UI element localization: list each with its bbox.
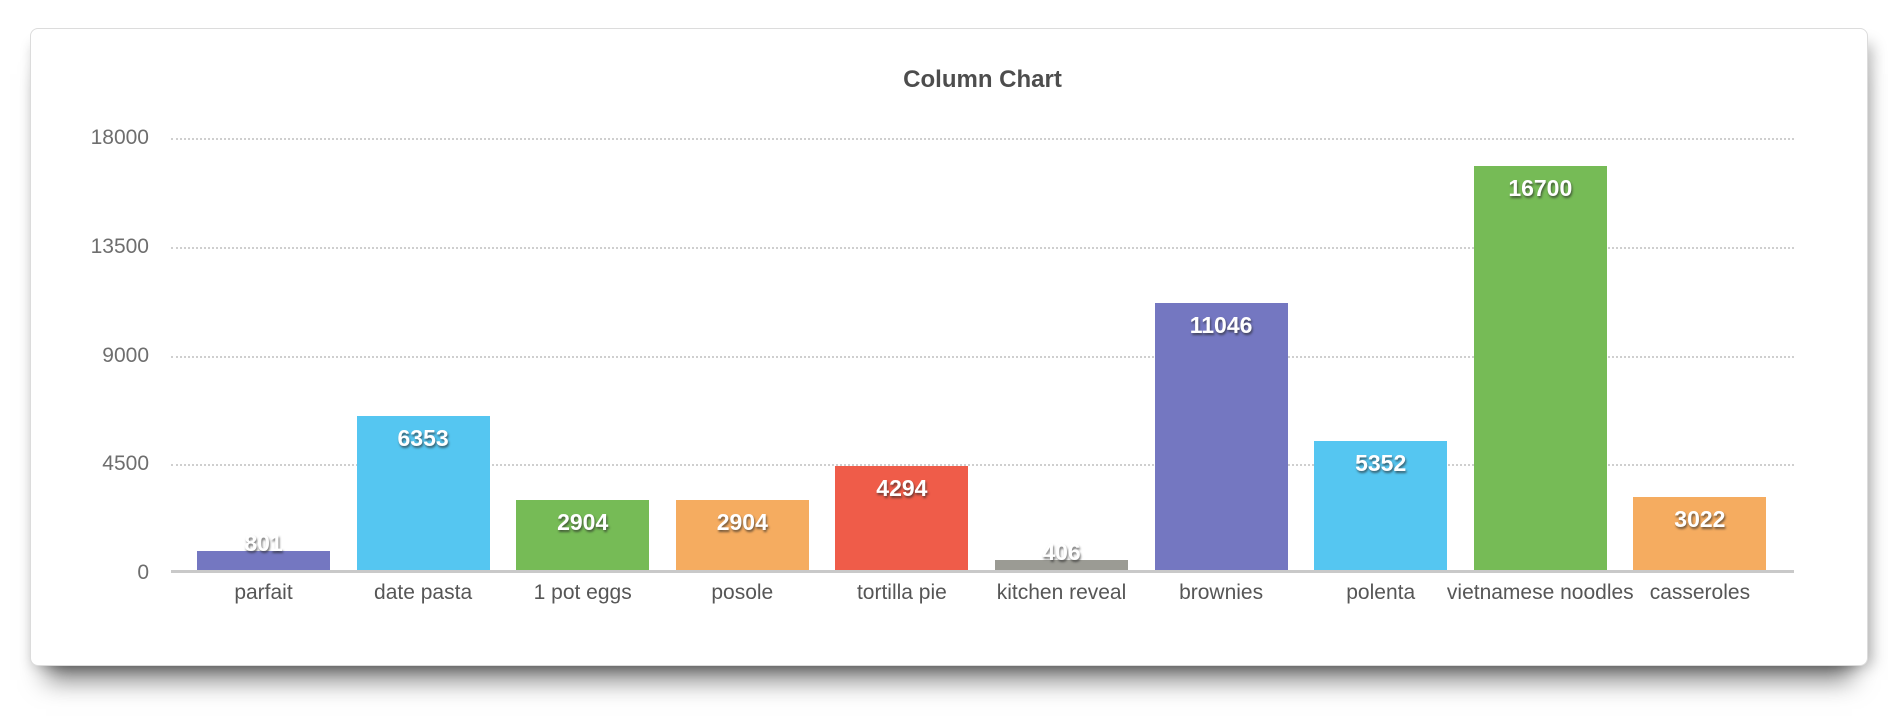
bar-parfait[interactable]: 801 [197, 530, 330, 570]
bar-value-label: 16700 [1508, 175, 1573, 202]
bar-value-label: 4294 [876, 475, 928, 502]
bar-tortilla-pie[interactable]: 4294 [835, 466, 969, 570]
bar-value-label: 801 [244, 529, 283, 556]
x-category-label: kitchen reveal [996, 581, 1127, 604]
y-tick-label: 0 [137, 561, 149, 584]
bar-polenta[interactable]: 5352 [1314, 440, 1448, 570]
bar-casseroles[interactable]: 3022 [1633, 496, 1767, 570]
bar-value-label: 3022 [1674, 505, 1726, 532]
bar-value-label: 2904 [716, 508, 768, 535]
gridline [171, 246, 1794, 249]
bar-posole[interactable]: 2904 [675, 499, 809, 570]
bar-kitchen-reveal[interactable]: 406 [995, 540, 1128, 570]
chart-title: Column Chart [903, 66, 1062, 93]
x-category-label: vietnamese noodles [1446, 581, 1634, 604]
chart-card: Column Chart 0 4500 9000 13500 18000 801 6353… [30, 28, 1868, 666]
x-category-label: posole [711, 581, 774, 604]
gridline [171, 138, 1794, 140]
bar-value-label: 406 [1042, 539, 1081, 566]
x-category-label: tortilla pie [856, 581, 947, 604]
y-tick-label: 9000 [102, 343, 149, 367]
bar-1-pot-eggs[interactable]: 2904 [516, 499, 650, 570]
y-tick-label: 4500 [102, 452, 149, 476]
bar-value-label: 11046 [1189, 312, 1253, 339]
bar-brownies[interactable]: 11046 [1154, 303, 1288, 570]
plot-area: 801 6353 2904 2904 4294 406 11046 5352 16700 3022 [171, 138, 1794, 573]
y-tick-label: 13500 [90, 234, 149, 258]
x-category-label: date pasta [374, 581, 473, 604]
gridline [171, 355, 1794, 358]
x-category-label: brownies [1179, 581, 1264, 604]
y-tick-label: 18000 [90, 126, 149, 149]
bar-vietnamese-noodles[interactable]: 16700 [1473, 166, 1607, 570]
x-category-label: 1 pot eggs [533, 581, 632, 604]
x-axis: parfait date pasta 1 pot eggs posole tortill… [171, 581, 1794, 611]
bar-value-label: 6353 [397, 425, 449, 452]
gridline [171, 464, 1794, 467]
bar-value-label: 5352 [1355, 449, 1407, 476]
x-category-label: polenta [1346, 581, 1416, 604]
bar-value-label: 2904 [557, 508, 609, 535]
x-category-label: casseroles [1649, 581, 1751, 604]
bar-date-pasta[interactable]: 6353 [356, 416, 490, 570]
x-category-label: parfait [234, 581, 293, 604]
